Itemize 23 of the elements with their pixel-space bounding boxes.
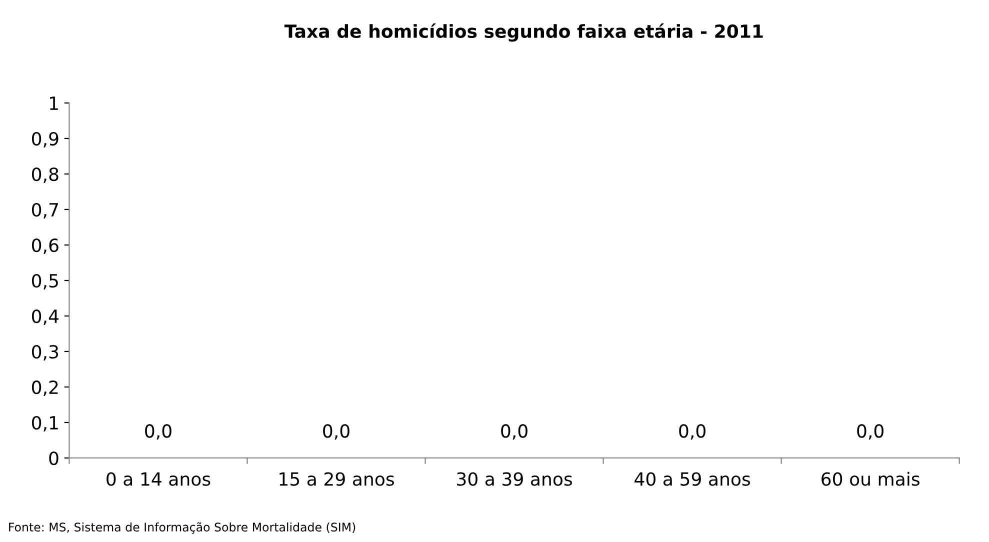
- y-tick-label: 0,4: [32, 309, 58, 325]
- x-tick-label: 30 a 39 anos: [457, 472, 572, 486]
- x-tick-label: 0 a 14 anos: [106, 472, 210, 486]
- data-label: 0,0: [501, 424, 528, 440]
- data-label: 0,0: [679, 424, 706, 440]
- x-tick-label: 60 ou mais: [822, 472, 920, 486]
- chart-title: Taxa de homicídios segundo faixa etária - 2011: [284, 23, 763, 42]
- y-tick-label: 0,2: [32, 380, 58, 396]
- y-tick-label: 1: [50, 96, 58, 110]
- data-label: 0,0: [323, 424, 350, 440]
- y-tick-label: 0,5: [32, 274, 58, 290]
- y-tick-label: 0,8: [32, 167, 58, 183]
- data-label: 0,0: [145, 424, 172, 440]
- y-tick-label: 0,7: [32, 202, 58, 218]
- y-tick-label: 0,6: [32, 238, 58, 254]
- y-tick-label: 0: [49, 451, 58, 466]
- x-tick-label: 15 a 29 anos: [280, 472, 394, 486]
- y-tick-label: 0,1: [32, 416, 58, 432]
- y-tick-label: 0,3: [32, 344, 58, 360]
- x-tick-label: 40 a 59 anos: [634, 472, 750, 486]
- source-note: Fonte: MS, Sistema de Informação Sobre Mortalidade (SIM): [9, 522, 356, 534]
- y-tick-label: 0,9: [32, 132, 58, 148]
- data-label: 0,0: [857, 424, 884, 440]
